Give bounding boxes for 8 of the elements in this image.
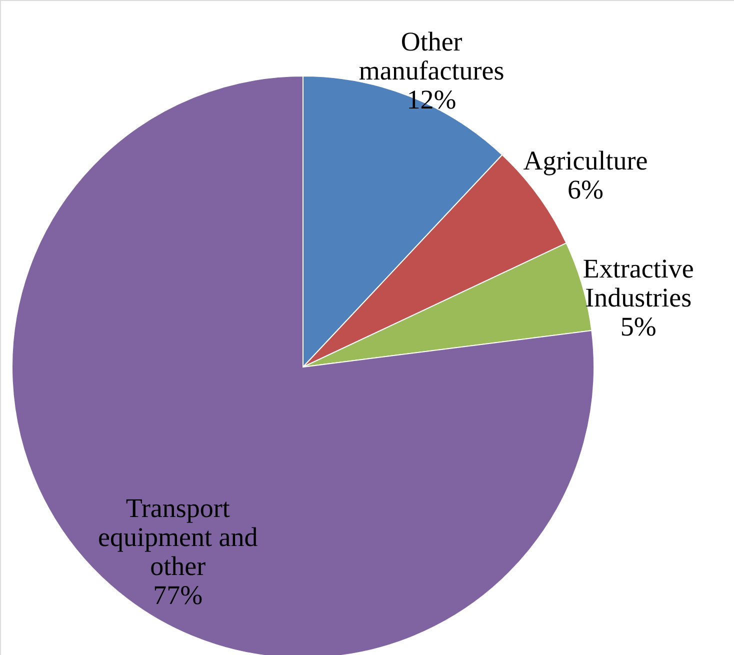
data-label: 12% xyxy=(406,84,456,114)
slice-label: Other manufactures xyxy=(358,26,504,86)
data-label: 5% xyxy=(620,312,656,342)
data-label: 77% xyxy=(153,580,203,610)
slice-label: Agriculture xyxy=(523,146,648,176)
slice-label: Transport equipment and other xyxy=(98,492,258,581)
slice-label: Extractive Industries xyxy=(582,254,694,313)
data-label: 6% xyxy=(568,174,604,205)
